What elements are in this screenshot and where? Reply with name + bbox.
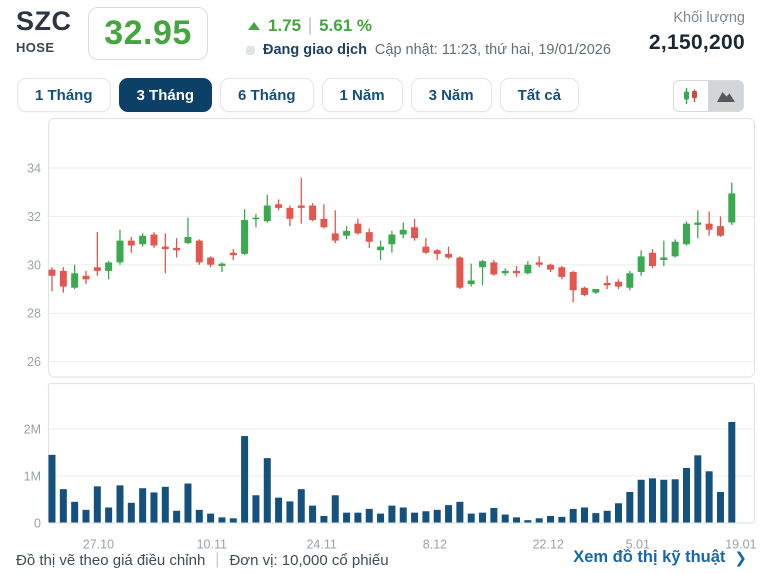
candlestick-view-button[interactable] (674, 81, 708, 111)
chart-notes: Đồ thị vẽ theo giá điều chỉnh | Đơn vị: … (16, 551, 389, 569)
svg-text:24.11: 24.11 (306, 538, 336, 552)
candlestick-chart-icon (684, 88, 697, 104)
current-price-box: 32.95 (88, 7, 208, 60)
svg-text:2M: 2M (24, 423, 41, 437)
tab-1-month[interactable]: 1 Tháng (17, 78, 111, 112)
svg-text:8.12: 8.12 (423, 538, 447, 552)
last-updated: Cập nhật: 11:23, thứ hai, 19/01/2026 (374, 42, 611, 58)
price-change: 1.75 (268, 16, 302, 35)
volume-block: Khối lượng 2,150,200 (649, 10, 745, 55)
range-tabs: 1 Tháng 3 Tháng 6 Tháng 1 Năm 3 Năm Tất … (17, 78, 579, 112)
tab-3-months[interactable]: 3 Tháng (118, 78, 213, 112)
svg-text:0: 0 (34, 517, 41, 531)
volume-value: 2,150,200 (648, 31, 745, 54)
area-chart-icon (717, 92, 735, 102)
note-unit: Đơn vị: 10,000 cổ phiếu (229, 551, 389, 569)
svg-text:28: 28 (27, 307, 41, 321)
ticker-symbol: SZC (16, 6, 72, 36)
divider: | (215, 551, 220, 568)
up-triangle-icon (248, 22, 260, 30)
svg-text:10.11: 10.11 (197, 538, 227, 552)
market-status: Đang giao dịch (263, 42, 367, 58)
svg-text:30: 30 (27, 258, 41, 272)
tab-6-months[interactable]: 6 Tháng (220, 78, 314, 112)
market-status-row: Đang giao dịch Cập nhật: 11:23, thứ hai,… (246, 41, 611, 59)
svg-text:22.12: 22.12 (533, 538, 564, 552)
tab-3-years[interactable]: 3 Năm (410, 78, 492, 112)
chart-type-toggle (673, 80, 744, 112)
price-change-percent: 5.61 % (319, 16, 373, 35)
live-dot-icon (246, 45, 255, 55)
area-view-button[interactable] (708, 81, 743, 111)
technical-chart-link[interactable]: Xem đồ thị kỹ thuật ❯ (573, 548, 747, 567)
price-change-row: 1.75 5.61 % (248, 16, 372, 36)
svg-text:34: 34 (27, 162, 41, 176)
tab-1-year[interactable]: 1 Năm (321, 78, 403, 112)
svg-text:1M: 1M (24, 470, 41, 484)
divider (309, 17, 312, 35)
exchange-name: HOSE (16, 40, 55, 55)
svg-text:27.10: 27.10 (83, 538, 114, 552)
volume-label: Khối lượng (673, 10, 745, 26)
current-price: 32.95 (104, 14, 192, 52)
technical-chart-link-label: Xem đồ thị kỹ thuật (573, 548, 726, 566)
chevron-right-icon: ❯ (734, 549, 747, 567)
tab-all[interactable]: Tất cả (499, 78, 579, 112)
svg-text:32: 32 (27, 210, 41, 224)
svg-text:26: 26 (27, 355, 41, 369)
note-adjusted-price: Đồ thị vẽ theo giá điều chỉnh (16, 551, 206, 569)
